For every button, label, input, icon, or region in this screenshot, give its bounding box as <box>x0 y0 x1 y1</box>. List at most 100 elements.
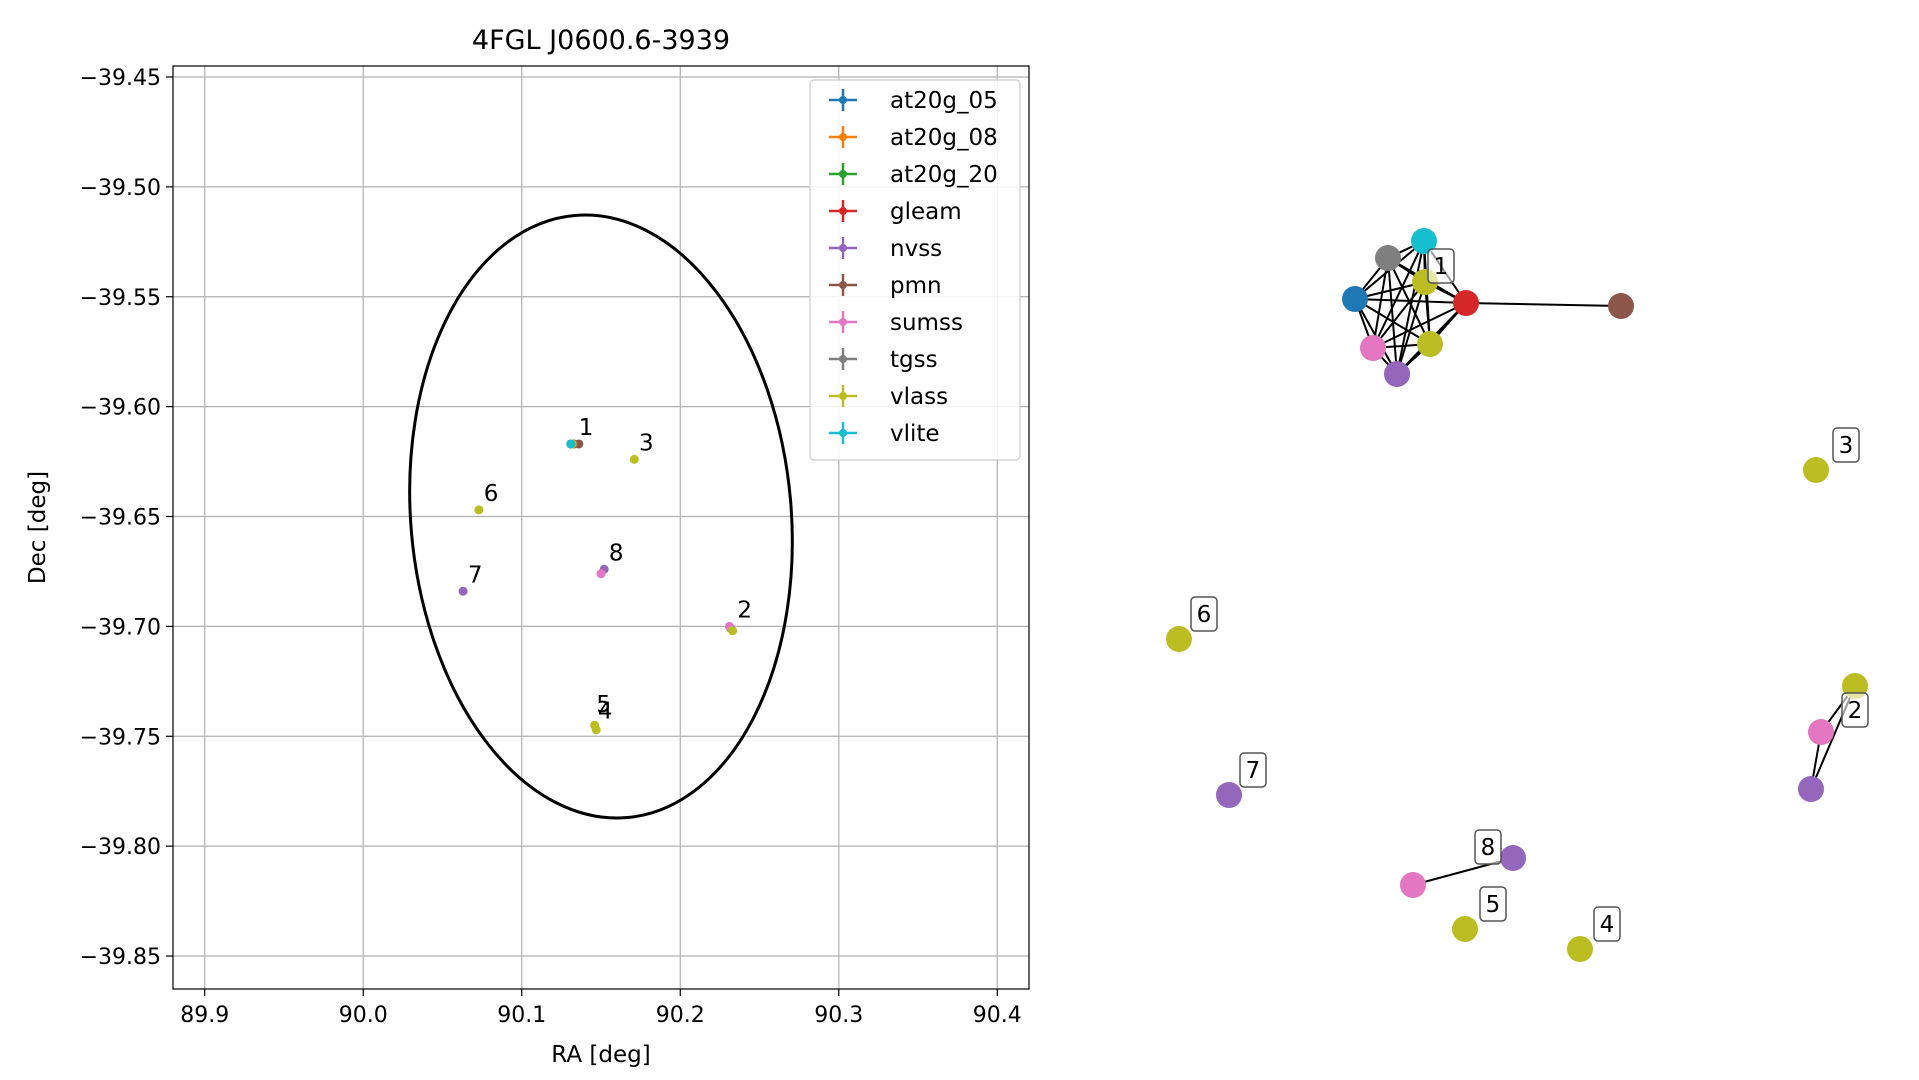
y-tick-label: −39.55 <box>80 286 161 311</box>
network-node <box>1500 845 1526 871</box>
network-node <box>1384 361 1410 387</box>
legend-label: pmn <box>890 273 942 299</box>
network-node <box>1360 335 1386 361</box>
network-edge <box>1372 302 1467 349</box>
cluster-label-7: 7 <box>468 562 483 588</box>
legend-label: at20g_08 <box>890 125 998 151</box>
legend-box <box>809 79 1021 461</box>
legend-marker-dot <box>839 133 847 141</box>
network-label-3: 3 <box>1832 427 1860 463</box>
network-edge <box>1372 281 1426 349</box>
legend-marker-dot <box>839 170 847 178</box>
network-node <box>1803 457 1829 483</box>
network-edge <box>1396 281 1426 375</box>
cluster-label-5: 5 <box>596 692 611 718</box>
x-tick-label: 90.3 <box>814 1003 863 1028</box>
network-graph-panel: 1 2 3 4 5 6 7 8 <box>1166 228 1869 962</box>
network-label-8: 8 <box>1474 829 1502 865</box>
data-points-layer <box>458 439 738 735</box>
network-node <box>1798 776 1824 802</box>
legend-label: tgss <box>890 347 938 373</box>
network-label-box <box>1479 886 1507 922</box>
legend-label: at20g_20 <box>890 162 998 188</box>
y-tick-label: −39.75 <box>80 725 161 750</box>
uncertainty-ellipse <box>408 213 794 820</box>
point-vlass <box>591 725 601 735</box>
network-node <box>1375 245 1401 271</box>
network-node <box>1417 331 1443 357</box>
network-edge <box>1372 257 1389 349</box>
legend-label: vlass <box>890 384 948 410</box>
network-label-2: 2 <box>1841 692 1869 728</box>
network-label-5: 5 <box>1479 886 1507 922</box>
network-node <box>1400 872 1426 898</box>
y-axis-label: Dec [deg] <box>25 471 51 584</box>
legend-label: gleam <box>890 199 962 225</box>
network-label-text: 5 <box>1486 892 1501 918</box>
network-label-text: 2 <box>1848 698 1863 724</box>
network-label-box <box>1832 427 1860 463</box>
network-node <box>1608 293 1634 319</box>
error-ellipse-layer <box>408 213 794 820</box>
legend-marker-dot <box>839 96 847 104</box>
y-tick-label: −39.80 <box>80 835 161 860</box>
x-tick-label: 90.1 <box>497 1003 546 1028</box>
network-label-text: 7 <box>1246 758 1261 784</box>
point-sumss <box>596 569 606 579</box>
y-tick-label: −39.60 <box>80 396 161 421</box>
cluster-label-3: 3 <box>639 431 654 457</box>
network-edge <box>1387 257 1398 375</box>
legend-marker-dot <box>839 355 847 363</box>
legend-entry-pmn: pmn <box>829 273 942 299</box>
point-nvss <box>458 586 468 596</box>
legend-entry-gleam: gleam <box>829 199 962 225</box>
network-edge <box>1372 240 1425 349</box>
network-edge <box>1396 240 1425 375</box>
network-nodes <box>1166 228 1868 962</box>
legend-marker-dot <box>839 207 847 215</box>
cluster-label-8: 8 <box>609 540 624 566</box>
x-tick-label: 89.9 <box>180 1003 229 1028</box>
legend-marker-dot <box>839 392 847 400</box>
y-tick-label: −39.70 <box>80 615 161 640</box>
legend-marker-dot <box>839 429 847 437</box>
x-tick-label: 90.4 <box>973 1003 1022 1028</box>
legend-entry-vlite: vlite <box>829 421 940 447</box>
cluster-label-1: 1 <box>579 415 594 441</box>
network-node <box>1808 719 1834 745</box>
network-label-4: 4 <box>1593 906 1621 942</box>
x-tick-label: 90.2 <box>656 1003 705 1028</box>
network-label-box <box>1841 692 1869 728</box>
network-node <box>1216 782 1242 808</box>
legend-label: at20g_05 <box>890 88 998 114</box>
point-vlass <box>629 454 639 464</box>
legend-entry-nvss: nvss <box>829 236 942 262</box>
network-label-text: 4 <box>1600 912 1615 938</box>
network-label-text: 3 <box>1839 433 1854 459</box>
network-label-text: 1 <box>1434 254 1449 280</box>
legend-label: vlite <box>890 421 940 447</box>
network-label-1: 1 <box>1427 248 1455 284</box>
cluster-label-6: 6 <box>484 481 499 507</box>
network-node <box>1453 290 1479 316</box>
x-tick-label: 90.0 <box>339 1003 388 1028</box>
legend-entry-at20g_08: at20g_08 <box>829 125 998 151</box>
point-pmn <box>574 439 584 449</box>
axes-frame <box>172 65 1030 990</box>
network-node <box>1567 936 1593 962</box>
network-label-box <box>1427 248 1455 284</box>
legend-label: nvss <box>890 236 942 262</box>
network-label-box <box>1474 829 1502 865</box>
network-label-7: 7 <box>1239 752 1267 788</box>
legend-marker-dot <box>839 318 847 326</box>
chart-title: 4FGL J0600.6-3939 <box>472 25 730 56</box>
point-vlass <box>474 505 484 515</box>
legend-entry-sumss: sumss <box>829 310 963 336</box>
network-label-box <box>1593 906 1621 942</box>
network-label-box <box>1190 596 1218 632</box>
cluster-labels-layer: 1 2 3 45 6 7 8 <box>468 415 752 724</box>
network-label-box <box>1239 752 1267 788</box>
legend-marker-dot <box>839 281 847 289</box>
y-tick-label: −39.85 <box>80 945 161 970</box>
y-tick-label: −39.65 <box>80 506 161 531</box>
